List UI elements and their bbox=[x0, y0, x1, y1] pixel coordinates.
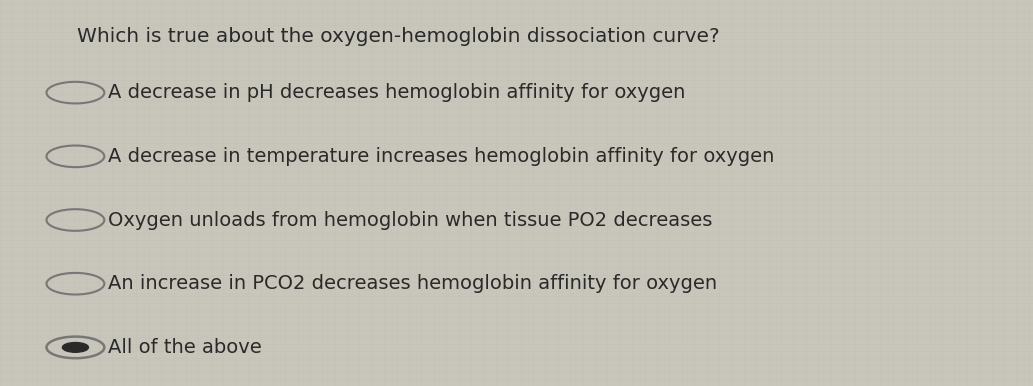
Text: An increase in PCO2 decreases hemoglobin affinity for oxygen: An increase in PCO2 decreases hemoglobin… bbox=[108, 274, 718, 293]
Text: Which is true about the oxygen-hemoglobin dissociation curve?: Which is true about the oxygen-hemoglobi… bbox=[77, 27, 720, 46]
Text: Oxygen unloads from hemoglobin when tissue PO2 decreases: Oxygen unloads from hemoglobin when tiss… bbox=[108, 210, 713, 230]
Text: A decrease in temperature increases hemoglobin affinity for oxygen: A decrease in temperature increases hemo… bbox=[108, 147, 775, 166]
Text: A decrease in pH decreases hemoglobin affinity for oxygen: A decrease in pH decreases hemoglobin af… bbox=[108, 83, 686, 102]
Text: All of the above: All of the above bbox=[108, 338, 262, 357]
Circle shape bbox=[62, 342, 89, 352]
